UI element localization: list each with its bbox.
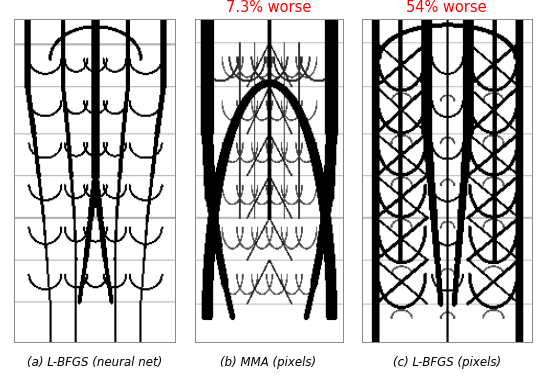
Text: (a) L-BFGS (neural net): (a) L-BFGS (neural net) [27,356,162,369]
Text: 54% worse: 54% worse [406,0,487,15]
Text: 7.3% worse: 7.3% worse [226,0,311,15]
Text: (b) MMA (pixels): (b) MMA (pixels) [220,356,317,369]
Text: (c) L-BFGS (pixels): (c) L-BFGS (pixels) [392,356,501,369]
